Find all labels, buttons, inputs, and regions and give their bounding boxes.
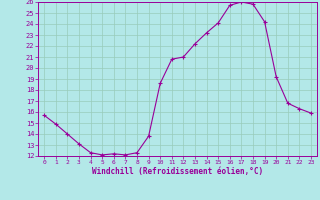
X-axis label: Windchill (Refroidissement éolien,°C): Windchill (Refroidissement éolien,°C) [92, 167, 263, 176]
